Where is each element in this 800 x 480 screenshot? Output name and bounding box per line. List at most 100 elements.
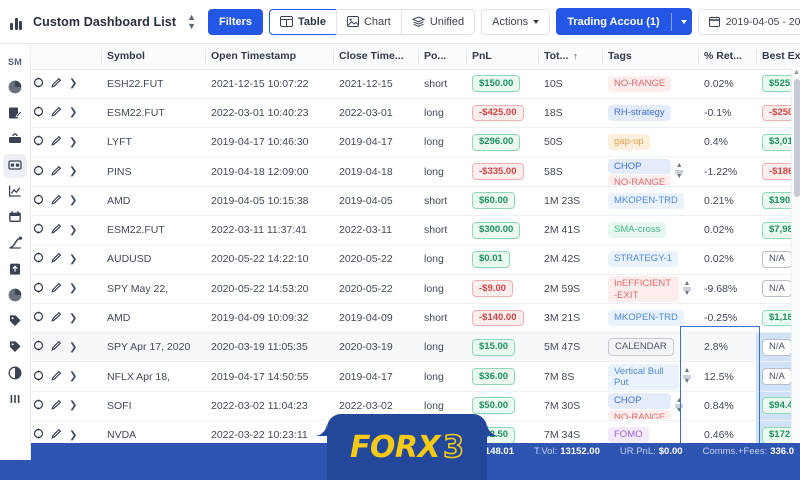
table-row[interactable]: ❯ ESM22.FUT 2022-03-11 11:37:41 2022-03-11 s… xyxy=(31,215,800,246)
cell-pnl[interactable]: $0.01 xyxy=(466,244,538,275)
tag-badge[interactable]: SMA-cross xyxy=(608,222,667,239)
cell-pnl[interactable]: $60.00 xyxy=(466,186,538,216)
table-row[interactable]: ❯ SOFI 2022-03-02 11:04:23 2022-03-02 long $5… xyxy=(31,391,800,422)
cell-total-time[interactable]: 10S xyxy=(538,69,602,99)
target-icon[interactable] xyxy=(33,77,44,91)
column-header-tags[interactable]: Tags xyxy=(602,44,698,70)
cell-symbol[interactable]: PINS xyxy=(101,156,205,187)
cell-symbol[interactable]: LYFT xyxy=(101,127,205,158)
edit-pencil-icon[interactable] xyxy=(51,165,62,179)
table-row[interactable]: ❯ ESH22.FUT 2021-12-15 10:07:22 2021-12-15 s… xyxy=(31,69,800,99)
tag-badge[interactable]: CHOP xyxy=(608,158,672,175)
sidebar-item-columns[interactable] xyxy=(3,388,27,412)
cell-symbol[interactable]: ESH22.FUT xyxy=(101,69,205,99)
cell-pnl[interactable]: -$425.00 xyxy=(466,98,538,129)
cell-tags[interactable]: NO-RANGE xyxy=(602,69,698,99)
cell-percent-return[interactable]: -0.25% xyxy=(698,303,756,334)
tab-table[interactable]: Table xyxy=(269,8,336,35)
expand-row-chevron-icon[interactable]: ❯ xyxy=(69,283,78,295)
table-row[interactable]: ❯ NFLX Apr 18, 2019-04-17 14:50:55 2019-04-… xyxy=(31,361,800,392)
cell-symbol[interactable]: ESM22.FUT xyxy=(101,215,205,246)
target-icon[interactable] xyxy=(33,311,44,325)
target-icon[interactable] xyxy=(33,399,44,413)
cell-percent-return[interactable]: -1.22% xyxy=(698,156,756,187)
tag-badge[interactable]: Vertical Bull Put xyxy=(608,363,679,390)
cell-tags[interactable]: CALENDAR xyxy=(602,332,698,363)
cell-pnl[interactable]: $15.00 xyxy=(466,332,538,363)
target-icon[interactable] xyxy=(33,282,44,296)
updown-arrows-icon[interactable]: ▲ ▼ xyxy=(187,11,197,31)
cell-tags[interactable]: SMA-cross xyxy=(602,215,698,246)
cell-pnl[interactable]: -$335.00 xyxy=(466,156,538,187)
cell-close-timestamp[interactable]: 2019-04-09 xyxy=(333,303,418,334)
tag-badge[interactable]: MKOPEN-TRD xyxy=(608,192,684,209)
cell-open-timestamp[interactable]: 2019-04-17 10:46:30 xyxy=(205,127,333,158)
column-header-best_exit[interactable]: Best Exit ... xyxy=(756,44,800,70)
sidebar-item-dashboard[interactable] xyxy=(3,154,27,178)
cell-total-time[interactable]: 5M 47S xyxy=(538,332,602,363)
cell-position[interactable]: long xyxy=(418,361,466,392)
tag-scroll-spinner[interactable]: ▲ ▼ xyxy=(683,367,691,385)
tab-chart[interactable]: Chart xyxy=(335,8,401,35)
column-header-total[interactable]: Tot... ↑ xyxy=(538,44,602,70)
cell-symbol[interactable]: SPY Apr 17, 2020 xyxy=(101,332,205,363)
cell-tags[interactable]: InEFFICIENT-EXIT ▲ ▼ xyxy=(602,274,698,304)
table-row[interactable]: ❯ LYFT 2019-04-17 10:46:30 2019-04-17 long $2… xyxy=(31,127,800,158)
sidebar-item-import[interactable] xyxy=(3,258,27,282)
cell-open-timestamp[interactable]: 2022-03-11 11:37:41 xyxy=(205,215,333,246)
cell-open-timestamp[interactable]: 2019-04-05 10:15:38 xyxy=(205,186,333,216)
tag-badge[interactable]: FOMO xyxy=(608,427,649,444)
vertical-scrollbar[interactable]: ▲ ▼ xyxy=(791,69,800,468)
cell-total-time[interactable]: 58S xyxy=(538,156,602,187)
cell-open-timestamp[interactable]: 2021-12-15 10:07:22 xyxy=(205,69,333,99)
target-icon[interactable] xyxy=(33,165,44,179)
edit-pencil-icon[interactable] xyxy=(51,370,62,384)
target-icon[interactable] xyxy=(33,223,44,237)
cell-percent-return[interactable]: -0.1% xyxy=(698,98,756,129)
cell-open-timestamp[interactable]: 2020-05-22 14:53:20 xyxy=(205,274,333,304)
sidebar-item-tags[interactable] xyxy=(3,310,27,334)
expand-row-chevron-icon[interactable]: ❯ xyxy=(69,78,78,90)
cell-open-timestamp[interactable]: 2019-04-18 12:09:00 xyxy=(205,156,333,187)
cell-close-timestamp[interactable]: 2022-03-11 xyxy=(333,215,418,246)
tag-badge[interactable]: MKOPEN-TRD xyxy=(608,310,684,326)
sidebar-item-compare[interactable] xyxy=(3,362,27,386)
table-row[interactable]: ❯ SPY Apr 17, 2020 2020-03-19 11:05:35 2020… xyxy=(31,332,800,363)
vertical-scroll-thumb[interactable] xyxy=(793,79,800,197)
cell-total-time[interactable]: 18S xyxy=(538,98,602,129)
target-icon[interactable] xyxy=(33,428,44,442)
cell-total-time[interactable]: 2M 42S xyxy=(538,244,602,275)
cell-close-timestamp[interactable]: 2019-04-18 xyxy=(333,156,418,187)
cell-symbol[interactable]: SPY May 22, xyxy=(101,274,205,304)
cell-pnl[interactable]: $296.00 xyxy=(466,127,538,158)
date-range-picker[interactable]: 2019-04-05 - 2022-03-23 xyxy=(697,8,800,35)
tag-badge[interactable]: NO-RANGE xyxy=(608,409,672,419)
target-icon[interactable] xyxy=(33,340,44,354)
cell-pnl[interactable]: $50.00 xyxy=(466,391,538,422)
column-header-symbol[interactable]: Symbol xyxy=(101,44,205,70)
cell-open-timestamp[interactable]: 2019-04-17 14:50:55 xyxy=(205,361,333,392)
expand-row-chevron-icon[interactable]: ❯ xyxy=(69,429,78,441)
cell-percent-return[interactable]: 0.02% xyxy=(698,244,756,275)
column-header-pct_ret[interactable]: % Ret... xyxy=(698,44,756,70)
cell-close-timestamp[interactable]: 2021-12-15 xyxy=(333,69,418,99)
cell-position[interactable]: long xyxy=(418,156,466,187)
column-header-actions[interactable] xyxy=(31,44,101,70)
cell-total-time[interactable]: 2M 59S xyxy=(538,274,602,304)
cell-tags[interactable]: CHOP NO-RANGE ▲ ▼ xyxy=(602,391,698,422)
sidebar-item-reports[interactable] xyxy=(3,284,27,308)
cell-total-time[interactable]: 2M 41S xyxy=(538,215,602,246)
edit-pencil-icon[interactable] xyxy=(51,428,62,442)
cell-total-time[interactable]: 7M 8S xyxy=(538,361,602,392)
edit-pencil-icon[interactable] xyxy=(51,252,62,266)
cell-pnl[interactable]: -$9.00 xyxy=(466,274,538,304)
cell-pnl[interactable]: -$140.00 xyxy=(466,303,538,334)
cell-total-time[interactable]: 3M 21S xyxy=(538,303,602,334)
tag-badge[interactable]: CHOP xyxy=(608,392,672,409)
cell-tags[interactable]: MKOPEN-TRD xyxy=(602,186,698,216)
cell-open-timestamp[interactable]: 2022-03-01 10:40:23 xyxy=(205,98,333,129)
expand-row-chevron-icon[interactable]: ❯ xyxy=(69,224,78,236)
tag-badge[interactable]: NO-RANGE xyxy=(608,175,672,185)
cell-close-timestamp[interactable]: 2019-04-17 xyxy=(333,361,418,392)
table-row[interactable]: ❯ SPY May 22, 2020-05-22 14:53:20 2020-05-2… xyxy=(31,274,800,304)
